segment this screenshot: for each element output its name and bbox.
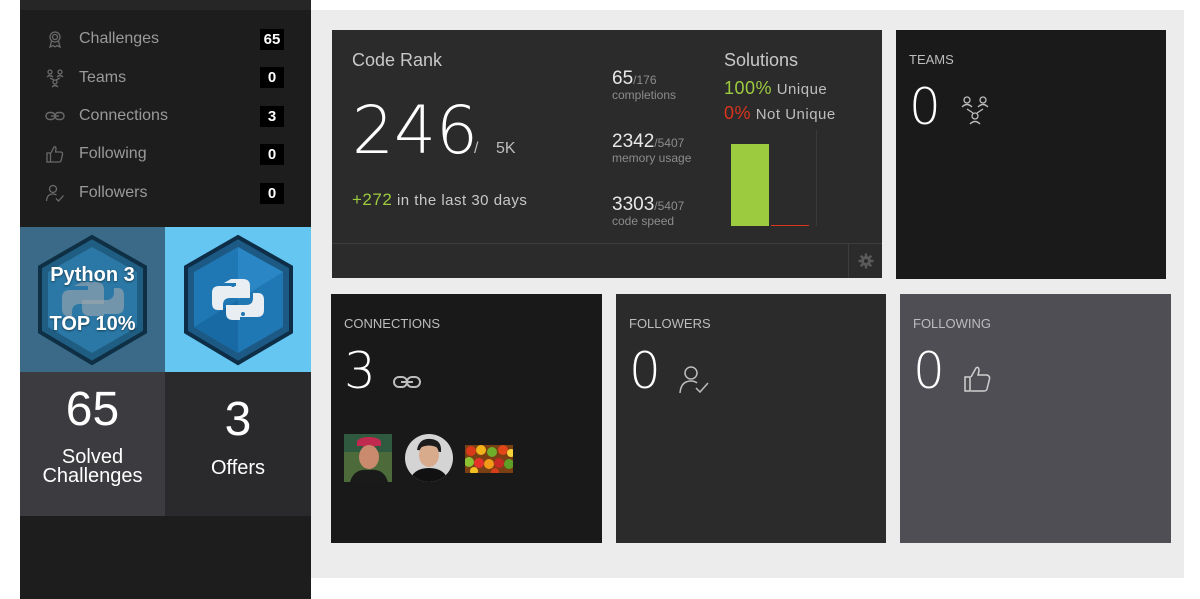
sidebar-item-followers[interactable]: Followers 0	[20, 174, 311, 212]
count-badge: 3	[260, 105, 284, 127]
not-unique-label: Not Unique	[755, 106, 836, 123]
solved-label-line2: Challenges	[42, 465, 143, 487]
stat-completions: 65/176 completions	[612, 68, 676, 102]
following-card[interactable]: FOLLOWING 0	[900, 294, 1171, 543]
user-check-icon	[679, 366, 709, 394]
offers-tile[interactable]: 3 Offers	[165, 372, 311, 516]
python-logo-badge[interactable]	[165, 227, 311, 372]
sidebar-item-label: Teams	[79, 68, 127, 86]
followers-card[interactable]: FOLLOWERS 0	[616, 294, 886, 543]
settings-button[interactable]	[848, 244, 882, 278]
followers-count: 0	[629, 342, 661, 400]
sidebar-item-teams[interactable]: Teams 0	[20, 58, 311, 96]
teams-count: 0	[909, 78, 941, 136]
code-rank-title: Code Rank	[352, 50, 443, 70]
stat-value: 65	[612, 68, 634, 89]
main-footer-strip	[311, 578, 1184, 599]
stat-value: 2342	[612, 131, 655, 152]
unique-label: Unique	[776, 81, 828, 98]
stat-denominator: /5407	[654, 136, 685, 150]
team-icon	[961, 96, 989, 125]
stat-value: 3303	[612, 194, 655, 215]
stat-code-speed: 3303/5407 code speed	[612, 194, 684, 228]
badge-rank: TOP 10%	[49, 313, 136, 335]
solutions-title: Solutions	[724, 50, 799, 70]
connections-title: CONNECTIONS	[344, 316, 441, 331]
link-icon	[44, 105, 66, 127]
code-rank-slash: /	[474, 140, 479, 157]
avatar-image	[344, 434, 392, 482]
count-badge: 0	[260, 182, 284, 204]
sidebar-item-connections[interactable]: Connections 3	[20, 97, 311, 135]
unique-pct: 100%	[724, 78, 773, 98]
main-content: Code Rank 246 / 5K +272 in the last 30 d…	[311, 10, 1184, 578]
sidebar-item-label: Following	[79, 145, 147, 163]
count-badge: 0	[260, 144, 284, 166]
solved-count: 65	[65, 383, 120, 436]
sidebar-item-challenges[interactable]: Challenges 65	[20, 20, 311, 58]
python-rank-badge[interactable]: Python 3 TOP 10%	[20, 227, 165, 372]
not-unique-bar	[771, 225, 809, 226]
avatar-image	[405, 434, 453, 482]
stat-label: code speed	[612, 214, 675, 228]
card-footer-divider	[332, 243, 882, 244]
not-unique-pct: 0%	[724, 103, 752, 123]
count-badge: 65	[260, 29, 284, 50]
code-rank-value: 246	[352, 92, 478, 169]
solved-label-line1: Solved	[61, 446, 124, 468]
rank-change-value: +272	[352, 190, 393, 209]
sidebar-item-label: Challenges	[79, 30, 160, 48]
code-rank-total: 5K	[496, 140, 516, 157]
connection-avatar[interactable]	[405, 434, 453, 482]
stat-memory-usage: 2342/5407 memory usage	[612, 131, 691, 165]
code-rank-card: Code Rank 246 / 5K +272 in the last 30 d…	[332, 30, 882, 278]
sidebar-stats-list: Challenges 65 Teams 0 Connections 3	[20, 20, 311, 212]
avatar-image	[465, 445, 513, 473]
following-count: 0	[913, 342, 945, 400]
python-logo-icon	[184, 234, 293, 366]
offers-count: 3	[224, 393, 252, 446]
solutions-unique: 100% Unique	[724, 78, 827, 99]
offers-label: Offers	[210, 457, 266, 479]
teams-card[interactable]: TEAMS 0	[896, 30, 1166, 279]
code-rank-change: +272 in the last 30 days	[352, 190, 527, 210]
connections-card[interactable]: CONNECTIONS 3	[331, 294, 602, 543]
following-title: FOLLOWING	[913, 316, 992, 331]
sidebar-item-label: Followers	[79, 183, 148, 201]
rank-change-label: in the last 30 days	[396, 192, 528, 209]
gear-icon	[858, 253, 873, 269]
sidebar-top-bar	[20, 0, 311, 10]
link-icon	[393, 376, 421, 388]
unique-bar	[731, 144, 769, 226]
stat-label: completions	[612, 88, 677, 102]
teams-title: TEAMS	[909, 52, 954, 67]
team-icon	[44, 67, 66, 89]
sidebar-item-following[interactable]: Following 0	[20, 135, 311, 173]
stat-label: memory usage	[612, 151, 692, 165]
followers-title: FOLLOWERS	[629, 316, 711, 331]
award-icon	[44, 28, 66, 50]
connection-avatar[interactable]	[344, 434, 392, 482]
solved-challenges-tile[interactable]: 65 Solved Challenges	[20, 372, 165, 516]
sidebar: Challenges 65 Teams 0 Connections 3	[20, 0, 311, 599]
thumbs-up-icon	[964, 366, 991, 392]
connection-avatar[interactable]	[465, 445, 513, 473]
user-check-icon	[44, 182, 66, 204]
solutions-not-unique: 0% Not Unique	[724, 103, 836, 124]
hexagon-badge-icon	[38, 234, 147, 366]
connections-count: 3	[344, 342, 376, 400]
stat-denominator: /5407	[654, 199, 685, 213]
solutions-bar-chart	[729, 130, 817, 226]
thumbs-up-icon	[44, 143, 66, 165]
sidebar-item-label: Connections	[79, 106, 168, 124]
stat-denominator: /176	[633, 73, 657, 87]
badge-language: Python 3	[50, 264, 135, 286]
count-badge: 0	[260, 67, 284, 89]
